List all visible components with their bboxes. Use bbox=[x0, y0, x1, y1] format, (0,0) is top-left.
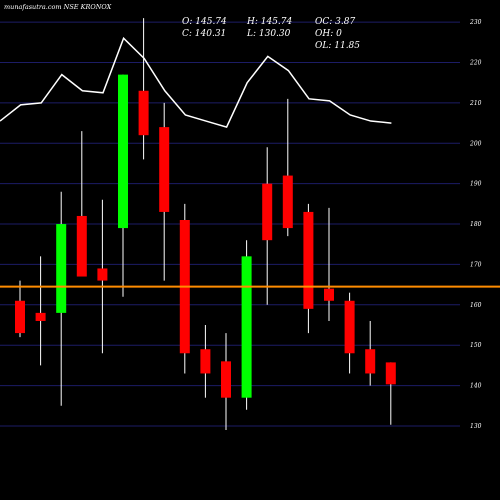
info-low: L: 130.30 bbox=[246, 29, 291, 39]
info-oh: OH: 0 bbox=[315, 29, 342, 39]
candle-body-down bbox=[324, 288, 334, 301]
candle-body-down bbox=[221, 361, 231, 398]
info-close: C: 140.31 bbox=[182, 29, 226, 39]
y-tick-label: 150 bbox=[470, 342, 482, 349]
y-axis-ticks: 130 140 150 160 170 180 190 200 210 220 230 bbox=[469, 19, 482, 430]
candle bbox=[159, 102, 170, 281]
candle-body-down bbox=[76, 215, 87, 277]
candle bbox=[241, 240, 252, 410]
moving-average-line bbox=[0, 36, 392, 129]
candle bbox=[344, 292, 355, 374]
candle-body-down bbox=[138, 90, 149, 136]
y-tick-label: 190 bbox=[470, 181, 482, 188]
candle-body-down bbox=[385, 362, 396, 385]
candle bbox=[262, 147, 273, 305]
y-tick-label: 230 bbox=[469, 19, 482, 26]
candle bbox=[76, 131, 87, 277]
grid-lines bbox=[0, 21, 460, 427]
y-tick-label: 180 bbox=[470, 221, 482, 228]
info-high: H: 145.74 bbox=[246, 17, 293, 27]
y-tick-label: 160 bbox=[470, 302, 482, 309]
candle-body-down bbox=[365, 349, 376, 374]
y-tick-label: 170 bbox=[470, 261, 482, 268]
candle-body-up bbox=[241, 256, 252, 398]
candle bbox=[118, 74, 128, 297]
candle bbox=[303, 203, 314, 334]
y-tick-label: 200 bbox=[469, 140, 482, 147]
candle bbox=[179, 203, 190, 374]
chart-title: munafasutra.com NSE KRONOX bbox=[4, 3, 112, 11]
candle-body-down bbox=[344, 300, 355, 354]
info-open: O: 145.74 bbox=[182, 17, 227, 27]
candle-body-up bbox=[56, 224, 67, 313]
candle bbox=[35, 256, 46, 366]
candle-body-down bbox=[15, 300, 25, 334]
info-ol: OL: 11.85 bbox=[315, 41, 360, 51]
candle bbox=[56, 191, 67, 406]
candle bbox=[15, 280, 25, 338]
candle-body-down bbox=[200, 349, 211, 374]
candle-body-down bbox=[282, 175, 293, 229]
candle-body-down bbox=[97, 268, 108, 281]
info-oc: OC: 3.87 bbox=[315, 17, 355, 27]
y-tick-label: 210 bbox=[469, 100, 482, 107]
y-tick-label: 220 bbox=[469, 60, 482, 67]
candle-body-down bbox=[159, 127, 170, 212]
candle-body-down bbox=[262, 183, 273, 241]
candle bbox=[365, 320, 376, 386]
candle-body-down bbox=[303, 211, 314, 309]
candle bbox=[221, 333, 231, 430]
candle bbox=[324, 207, 334, 321]
candle-body-up bbox=[118, 74, 128, 229]
candle bbox=[200, 325, 211, 398]
candle-body-down bbox=[35, 312, 46, 321]
y-tick-label: 140 bbox=[470, 383, 482, 390]
y-tick-label: 130 bbox=[470, 423, 482, 430]
candle bbox=[282, 98, 293, 237]
candle bbox=[138, 18, 149, 160]
candle bbox=[97, 199, 108, 354]
candle bbox=[385, 362, 396, 425]
